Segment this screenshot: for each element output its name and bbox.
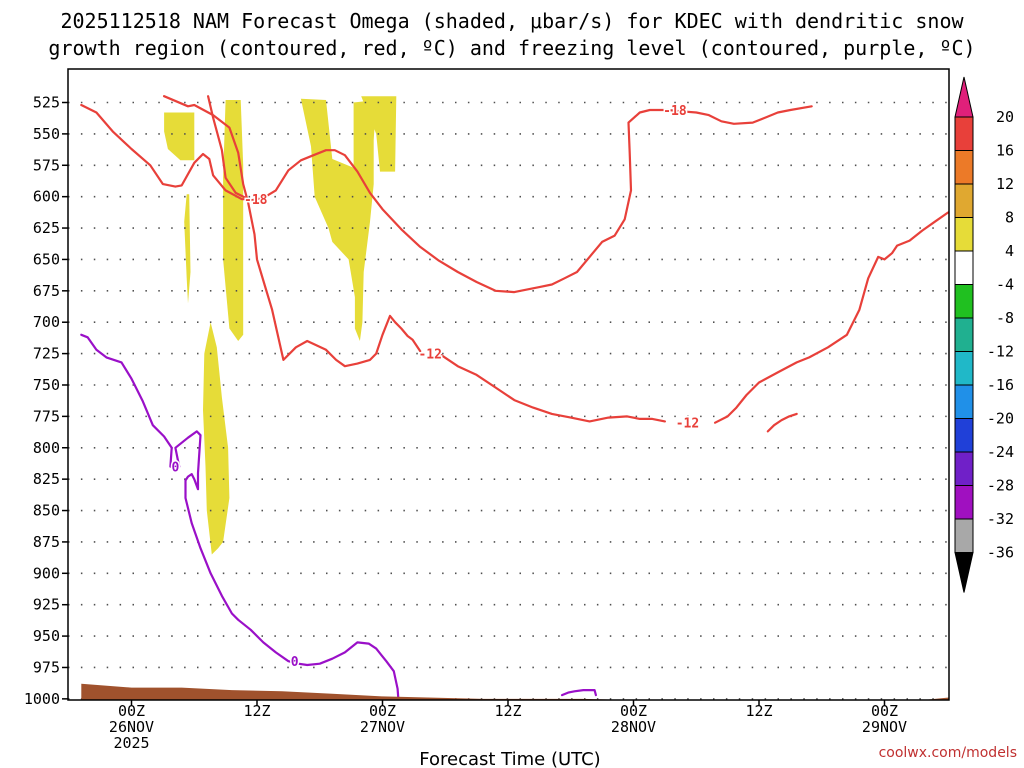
y-tick-label-600: 600: [33, 188, 60, 206]
x-tick-label-10-0: 12Z: [243, 702, 270, 720]
contour-label-0: -18: [663, 104, 687, 119]
y-tick-label-775: 775: [33, 407, 60, 425]
colorbar-label-10: -24: [987, 443, 1014, 461]
colorbar-label-8: -16: [987, 376, 1014, 394]
y-tick-label-725: 725: [33, 345, 60, 363]
colorbar-bin-5: [954, 284, 974, 319]
omega-shading-layer: [164, 96, 397, 555]
y-tick-label-850: 850: [33, 502, 60, 520]
y-tick-label-875: 875: [33, 533, 60, 551]
omega-region-2: [223, 100, 244, 341]
y-tick-label-750: 750: [33, 376, 60, 394]
colorbar-bin-10: [954, 451, 974, 486]
colorbar-bin-6: [954, 317, 974, 352]
colorbar-bin-12: [954, 518, 974, 553]
contour-label-1: -18: [244, 193, 268, 208]
x-tick-label-30-0: 12Z: [494, 702, 521, 720]
colorbar-label-5: -4: [996, 276, 1014, 294]
colorbar-label-13: -36: [987, 544, 1014, 562]
y-tick-label-625: 625: [33, 219, 60, 237]
pressure-axis: 525 550 575 600 625 650 675 700 725 750 775 800 825 8…: [24, 94, 68, 708]
dgz-contour-minus12-b: [437, 352, 667, 423]
y-tick-label-650: 650: [33, 250, 60, 268]
dgz-contour-minus18-b: [80, 103, 250, 201]
colorbar-bin-2: [954, 183, 974, 218]
colorbar-label-12: -32: [987, 510, 1014, 528]
chart-title-line-1: 2025112518 NAM Forecast Omega (shaded, μ…: [60, 9, 964, 33]
colorbar-label-0: 20: [996, 108, 1014, 126]
omega-colorbar: 20 16 12 8 4 -4 -8 -12 -16 -20 -24 -28 -32 -36: [954, 76, 1014, 593]
x-axis-label: Forecast Time (UTC): [419, 749, 600, 768]
pressure-gridlines: [68, 101, 949, 700]
colorbar-label-2: 12: [996, 175, 1014, 193]
freezing-contour-0-c: [560, 688, 598, 697]
colorbar-label-9: -20: [987, 410, 1014, 428]
contour-label-layer: -18 -18 -12 -12 0 0: [170, 103, 701, 672]
credit-text: coolwx.com/models: [879, 745, 1017, 761]
colorbar-bin-1: [954, 150, 974, 185]
colorbar-bottom-arrow: [954, 552, 974, 593]
contour-label-2: -12: [418, 348, 441, 363]
x-tick-label-60-1: 29NOV: [862, 718, 907, 736]
colorbar-label-1: 16: [996, 142, 1014, 160]
y-tick-label-800: 800: [33, 439, 60, 457]
colorbar-bin-4: [954, 250, 974, 285]
colorbar-bin-3: [954, 217, 974, 252]
omega-region-5: [184, 194, 191, 304]
x-tick-label-0-0: 00Z: [118, 702, 145, 720]
y-tick-label-550: 550: [33, 125, 60, 143]
x-tick-label-40-1: 28NOV: [611, 718, 656, 736]
x-tick-label-0-1: 26NOV: [109, 718, 154, 736]
x-tick-label-0-2: 2025: [113, 734, 149, 752]
colorbar-bin-9: [954, 418, 974, 453]
colorbar-label-6: -8: [996, 309, 1014, 327]
omega-region-6: [203, 322, 230, 555]
y-tick-label-950: 950: [33, 627, 60, 645]
omega-region-1: [164, 112, 195, 161]
y-tick-label-900: 900: [33, 564, 60, 582]
y-tick-label-825: 825: [33, 470, 60, 488]
colorbar-label-11: -28: [987, 477, 1014, 495]
dgz-contour-minus12-d: [766, 412, 798, 433]
freezing-contour-0-b: [174, 430, 400, 700]
colorbar-bin-11: [954, 485, 974, 520]
x-tick-label-20-0: 00Z: [369, 702, 396, 720]
contour-layer: [80, 95, 949, 700]
colorbar-label-4: 4: [1005, 242, 1014, 260]
y-tick-label-675: 675: [33, 282, 60, 300]
dgz-contour-minus18-a: [207, 95, 813, 294]
colorbar-label-3: 8: [1005, 209, 1014, 227]
terrain-layer: [81, 683, 949, 700]
y-tick-label-975: 975: [33, 658, 60, 676]
colorbar-top-arrow: [954, 76, 974, 118]
y-tick-label-700: 700: [33, 313, 60, 331]
x-tick-label-50-0: 12Z: [745, 702, 772, 720]
y-tick-label-925: 925: [33, 596, 60, 614]
colorbar-bin-8: [954, 384, 974, 419]
chart-title-line-2: growth region (contoured, red, ºC) and f…: [48, 36, 975, 60]
omega-region-3: [300, 98, 377, 341]
y-tick-label-525: 525: [33, 94, 60, 112]
dgz-contour-minus12-a: [163, 95, 422, 368]
colorbar-bin-0: [954, 116, 974, 151]
contour-label-3: -12: [676, 417, 699, 432]
x-tick-label-20-1: 27NOV: [360, 718, 405, 736]
dgz-contour-minus12-c: [713, 210, 949, 424]
contour-label-4: 0: [172, 461, 180, 476]
x-tick-label-40-0: 00Z: [620, 702, 647, 720]
y-tick-label-575: 575: [33, 156, 60, 174]
contour-label-5: 0: [291, 655, 299, 670]
colorbar-label-7: -12: [987, 343, 1014, 361]
terrain-surface: [81, 683, 949, 700]
x-tick-label-60-0: 00Z: [871, 702, 898, 720]
colorbar-bin-7: [954, 351, 974, 386]
y-tick-label-1000: 1000: [24, 690, 60, 708]
freezing-contour-0-a: [80, 333, 173, 468]
